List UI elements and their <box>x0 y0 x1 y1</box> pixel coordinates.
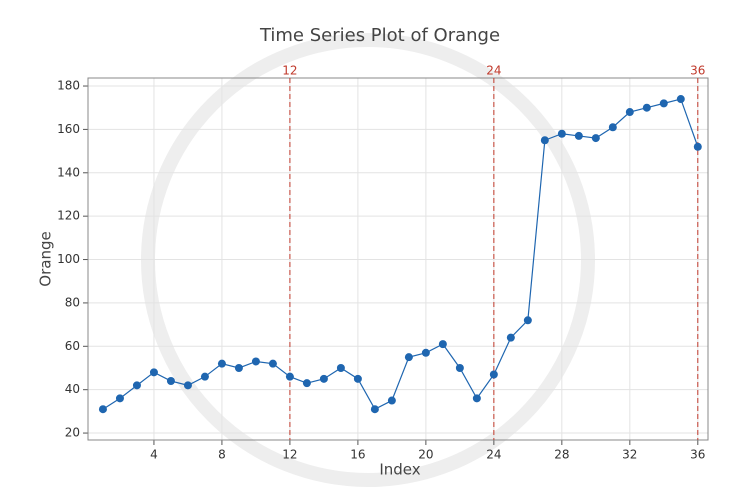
data-point <box>286 373 294 381</box>
data-point <box>507 334 515 342</box>
data-point <box>252 357 260 365</box>
data-point <box>541 136 549 144</box>
data-point <box>218 360 226 368</box>
y-tick-label: 100 <box>57 252 80 266</box>
y-tick-label: 180 <box>57 79 80 93</box>
data-point <box>524 316 532 324</box>
data-point <box>303 379 311 387</box>
reference-label: 24 <box>486 64 501 78</box>
data-point <box>371 405 379 413</box>
data-point <box>337 364 345 372</box>
data-point <box>473 394 481 402</box>
x-tick-label: 12 <box>282 448 297 462</box>
y-tick-label: 160 <box>57 122 80 136</box>
x-axis-label: Index <box>379 461 420 479</box>
data-point <box>592 134 600 142</box>
y-tick-label: 20 <box>65 426 80 440</box>
background <box>0 0 736 492</box>
y-tick-label: 60 <box>65 339 80 353</box>
data-point <box>167 377 175 385</box>
data-point <box>575 132 583 140</box>
data-point <box>405 353 413 361</box>
chart-title: Time Series Plot of Orange <box>259 25 500 46</box>
data-point <box>626 108 634 116</box>
x-tick-label: 32 <box>622 448 637 462</box>
data-point <box>269 360 277 368</box>
x-tick-label: 20 <box>418 448 433 462</box>
data-point <box>354 375 362 383</box>
chart: Time Series Plot of Orange Index Orange … <box>0 0 736 492</box>
data-point <box>456 364 464 372</box>
x-tick-label: 24 <box>486 448 501 462</box>
x-tick-label: 4 <box>150 448 158 462</box>
y-axis-label: Orange <box>37 231 55 286</box>
data-point <box>677 95 685 103</box>
data-point <box>235 364 243 372</box>
y-tick-label: 80 <box>65 295 80 309</box>
data-point <box>422 349 430 357</box>
data-point <box>609 123 617 131</box>
data-point <box>558 130 566 138</box>
y-tick-label: 140 <box>57 165 80 179</box>
x-tick-label: 36 <box>690 448 705 462</box>
data-point <box>150 368 158 376</box>
reference-label: 36 <box>690 64 705 78</box>
y-tick-label: 40 <box>65 382 80 396</box>
x-tick-label: 8 <box>218 448 226 462</box>
x-tick-label: 16 <box>350 448 365 462</box>
data-point <box>694 143 702 151</box>
data-point <box>643 104 651 112</box>
y-tick-label: 120 <box>57 209 80 223</box>
data-point <box>99 405 107 413</box>
data-point <box>201 373 209 381</box>
data-point <box>116 394 124 402</box>
reference-label: 12 <box>282 64 297 78</box>
data-point <box>388 397 396 405</box>
data-point <box>133 381 141 389</box>
data-point <box>320 375 328 383</box>
data-point <box>490 370 498 378</box>
data-point <box>184 381 192 389</box>
x-tick-label: 28 <box>554 448 569 462</box>
data-point <box>439 340 447 348</box>
data-point <box>660 99 668 107</box>
